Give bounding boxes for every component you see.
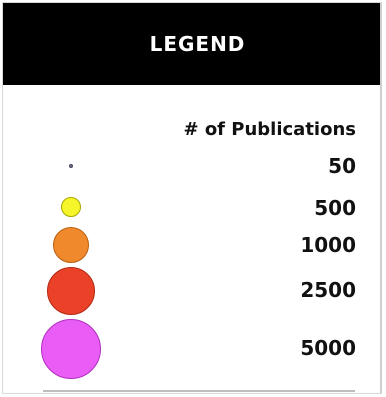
circle-size-symbol (61, 197, 81, 217)
legend-item-value: 5000 (300, 336, 356, 360)
legend-item: 50 (3, 143, 380, 189)
legend-subtitle: # of Publications (183, 119, 356, 140)
legend-item-value: 500 (314, 196, 356, 220)
legend-item-value: 2500 (300, 278, 356, 302)
circle-size-symbol (53, 227, 89, 263)
legend-item-value: 1000 (300, 233, 356, 257)
legend-item: 5000 (3, 319, 380, 379)
circle-size-symbol (41, 319, 101, 379)
circle-size-symbol (47, 267, 95, 315)
circle-size-symbol (69, 164, 73, 168)
legend-divider (43, 390, 355, 392)
legend-item: 2500 (3, 267, 380, 315)
legend-item: 500 (3, 185, 380, 231)
legend-header: LEGEND (3, 3, 380, 85)
legend-title: LEGEND (149, 32, 246, 56)
legend-item-value: 50 (328, 154, 356, 178)
legend-item: 1000 (3, 222, 380, 268)
map-legend: LEGEND # of Publications 50 500 1000 250… (2, 2, 382, 394)
